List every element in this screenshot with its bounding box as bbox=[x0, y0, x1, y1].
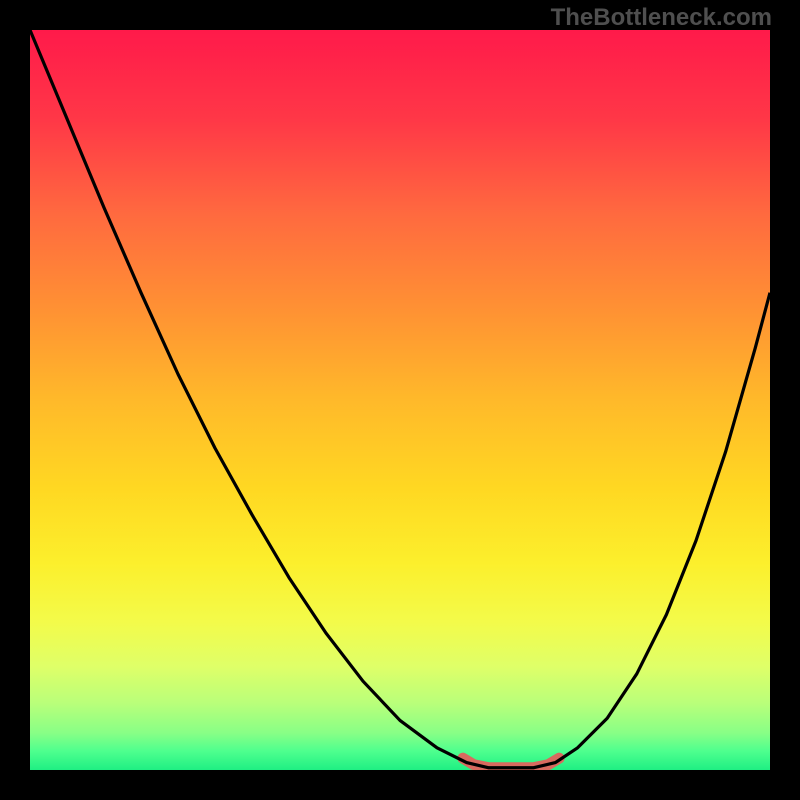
plot-area bbox=[30, 30, 770, 770]
bottleneck-curve bbox=[30, 30, 770, 768]
curve-layer bbox=[30, 30, 770, 770]
watermark-text: TheBottleneck.com bbox=[551, 4, 772, 32]
chart-container: TheBottleneck.com bbox=[0, 0, 800, 800]
